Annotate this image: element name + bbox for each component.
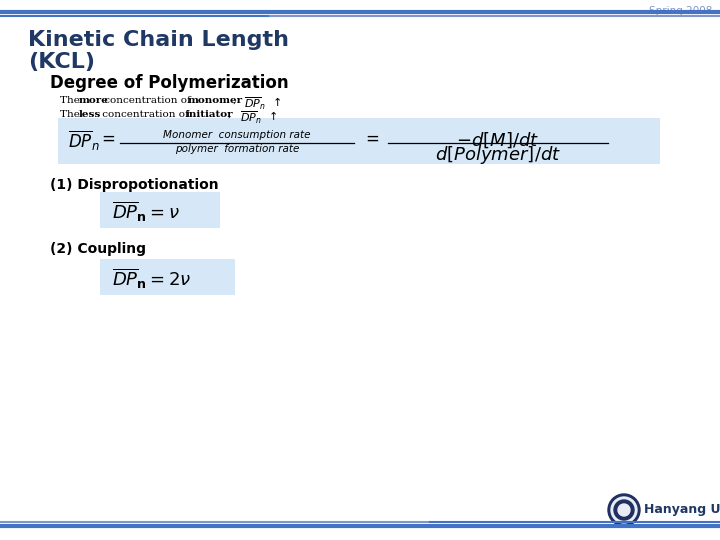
- Text: (1) Dispropotionation: (1) Dispropotionation: [50, 178, 219, 192]
- Text: concentration of: concentration of: [101, 96, 194, 105]
- Text: $d[Polymer]/dt$: $d[Polymer]/dt$: [435, 144, 561, 166]
- Text: ,: ,: [228, 110, 238, 119]
- Text: Spring 2008: Spring 2008: [649, 6, 712, 16]
- FancyBboxPatch shape: [58, 118, 660, 164]
- Text: $\overline{DP}_n$: $\overline{DP}_n$: [240, 109, 262, 126]
- Text: concentration of: concentration of: [99, 110, 192, 119]
- Text: polymer  formation rate: polymer formation rate: [175, 144, 300, 154]
- FancyBboxPatch shape: [100, 192, 220, 228]
- Text: monomer: monomer: [188, 96, 243, 105]
- Text: $\overline{DP}_n$: $\overline{DP}_n$: [68, 129, 99, 153]
- Text: ,: ,: [233, 96, 243, 105]
- Text: $=$: $=$: [362, 129, 379, 147]
- Circle shape: [611, 497, 637, 523]
- Text: Hanyang Univ: Hanyang Univ: [644, 503, 720, 516]
- Text: $\overline{DP}_{\mathbf{n}} = \nu$: $\overline{DP}_{\mathbf{n}} = \nu$: [112, 200, 180, 225]
- Text: $\uparrow$: $\uparrow$: [270, 95, 282, 108]
- Text: $\overline{DP}_n$: $\overline{DP}_n$: [244, 95, 266, 112]
- Text: initiator: initiator: [186, 110, 233, 119]
- Text: more: more: [79, 96, 109, 105]
- Text: The: The: [60, 110, 83, 119]
- Text: $\overline{DP}_{\mathbf{n}} = 2\nu$: $\overline{DP}_{\mathbf{n}} = 2\nu$: [112, 267, 192, 292]
- Text: less: less: [79, 110, 102, 119]
- Text: Kinetic Chain Length: Kinetic Chain Length: [28, 30, 289, 50]
- Text: Monomer  consumption rate: Monomer consumption rate: [163, 130, 311, 140]
- Circle shape: [608, 494, 640, 526]
- Text: $=$: $=$: [98, 129, 115, 147]
- Text: The: The: [60, 96, 83, 105]
- Text: $-d[M]/dt$: $-d[M]/dt$: [456, 130, 539, 150]
- Circle shape: [618, 504, 630, 516]
- Text: $\uparrow$: $\uparrow$: [266, 109, 277, 122]
- Text: Degree of Polymerization: Degree of Polymerization: [50, 74, 289, 92]
- FancyBboxPatch shape: [100, 259, 235, 295]
- Circle shape: [614, 500, 634, 520]
- Text: (2) Coupling: (2) Coupling: [50, 242, 146, 256]
- Text: (KCL): (KCL): [28, 52, 95, 72]
